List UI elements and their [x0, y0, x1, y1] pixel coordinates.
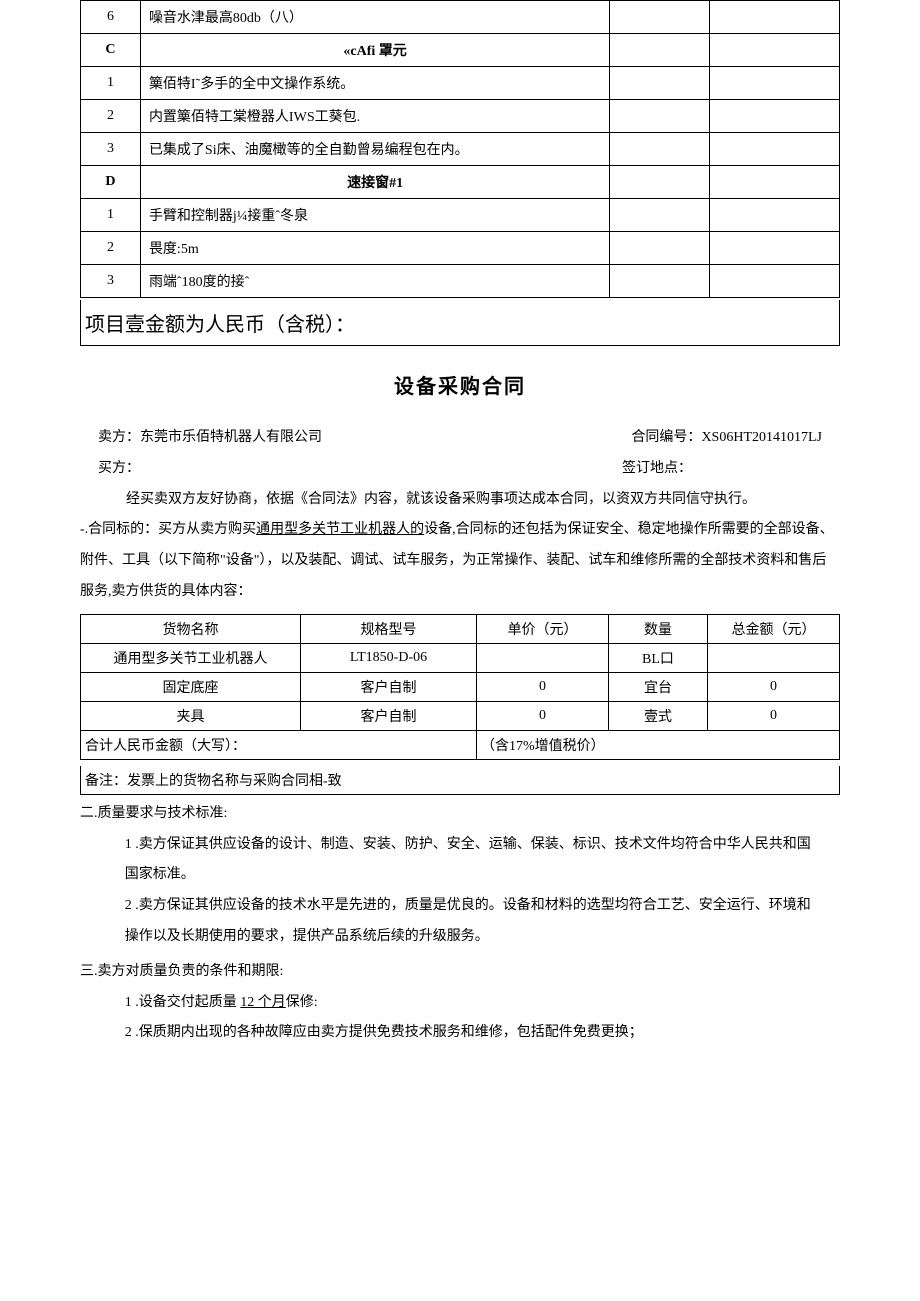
section3-item1-prefix: 1 .设备交付起质量 [125, 995, 241, 1010]
spec-table: 6噪音水津最高80db（八） C«cAfi 罩元 1篥佰特I˜多手的全中文操作系… [80, 0, 840, 298]
section-1: -.合同标的：买方从卖方购买通用型多关节工业机器人的设备,合同标的还包括为保证安… [80, 515, 840, 607]
goods-header-row: 货物名称 规格型号 单价（元） 数量 总金额（元） [81, 614, 840, 643]
spec-row: 3已集成了Si床、油魔橄等的全自勤曾易编程包在内。 [81, 133, 840, 166]
contract-no: 合同编号：XS06HT20141017LJ [631, 423, 822, 454]
spec-desc: 篥佰特I˜多手的全中文操作系统。 [140, 67, 609, 100]
goods-qty: BL口 [609, 643, 708, 672]
spec-desc: 噪音水津最高80db（八） [140, 1, 609, 34]
goods-total [708, 643, 840, 672]
goods-name: 通用型多关节工业机器人 [81, 643, 301, 672]
spec-c4 [710, 199, 840, 232]
goods-price [477, 643, 609, 672]
spec-idx: 2 [81, 100, 141, 133]
goods-row: 固定底座 客户自制 0 宜台 0 [81, 672, 840, 701]
project-amount-label: 项目壹金额为人民币（含税）： [80, 300, 840, 346]
spec-c4 [710, 166, 840, 199]
spec-c4 [710, 1, 840, 34]
spec-row: 1手臂和控制器j¼接重ˆ冬泉 [81, 199, 840, 232]
goods-note: 备注：发票上的货物名称与采购合同相-致 [80, 766, 840, 795]
spec-desc: 内置篥佰特工棠橙器人IWS工葵包. [140, 100, 609, 133]
goods-sum-label: 合计人民币金额（大写）： [81, 730, 477, 759]
sign-place-label: 签订地点： [622, 454, 692, 485]
spec-desc: 雨端ˆ180度的接ˆ [140, 265, 609, 298]
spec-row: 2畏度:5m [81, 232, 840, 265]
spec-c3 [610, 34, 710, 67]
spec-c3 [610, 1, 710, 34]
section1-prefix: -.合同标的：买方从卖方购买 [80, 522, 256, 537]
spec-c4 [710, 34, 840, 67]
spec-row: 2内置篥佰特工棠橙器人IWS工葵包. [81, 100, 840, 133]
spec-idx: 3 [81, 265, 141, 298]
spec-c3 [610, 67, 710, 100]
spec-c3 [610, 232, 710, 265]
contract-no-label: 合同编号： [631, 430, 701, 445]
spec-section-row: D速接窗#1 [81, 166, 840, 199]
spec-c3 [610, 199, 710, 232]
spec-c3 [610, 265, 710, 298]
section2-item: 1 .卖方保证其供应设备的设计、制造、安装、防护、安全、运输、保装、标识、技术文… [125, 830, 822, 892]
section-2-title: 二.质量要求与技术标准: [80, 799, 840, 830]
spec-desc: 已集成了Si床、油魔橄等的全自勤曾易编程包在内。 [140, 133, 609, 166]
buyer-row: 买方： 签订地点： [98, 454, 822, 485]
section1-underline: 通用型多关节工业机器人的 [256, 522, 424, 537]
section3-item: 2 .保质期内出现的各种故障应由卖方提供免费技术服务和维修，包括配件免费更换； [125, 1018, 822, 1049]
spec-section-idx: C [81, 34, 141, 67]
goods-price: 0 [477, 701, 609, 730]
spec-section-label: «cAfi 罩元 [140, 34, 609, 67]
goods-header-qty: 数量 [609, 614, 708, 643]
goods-total: 0 [708, 701, 840, 730]
spec-row: 6噪音水津最高80db（八） [81, 1, 840, 34]
goods-spec: LT1850-D-06 [301, 643, 477, 672]
spec-c3 [610, 133, 710, 166]
spec-c4 [710, 265, 840, 298]
spec-idx: 3 [81, 133, 141, 166]
spec-desc: 畏度:5m [140, 232, 609, 265]
goods-qty: 宜台 [609, 672, 708, 701]
goods-header-price: 单价（元） [477, 614, 609, 643]
spec-c3 [610, 100, 710, 133]
spec-c4 [710, 100, 840, 133]
goods-sum-note: （含17%增值税价） [477, 730, 840, 759]
spec-idx: 2 [81, 232, 141, 265]
goods-name: 固定底座 [81, 672, 301, 701]
goods-row: 夹具 客户自制 0 壹式 0 [81, 701, 840, 730]
goods-spec: 客户自制 [301, 672, 477, 701]
section2-item: 2 .卖方保证其供应设备的技术水平是先进的，质量是优良的。设备和材料的选型均符合… [125, 891, 822, 953]
section-3-title: 三.卖方对质量负责的条件和期限: [80, 957, 840, 988]
spec-section-label: 速接窗#1 [140, 166, 609, 199]
goods-sum-row: 合计人民币金额（大写）： （含17%增值税价） [81, 730, 840, 759]
spec-section-idx: D [81, 166, 141, 199]
spec-row: 3雨端ˆ180度的接ˆ [81, 265, 840, 298]
intro-text: 经买卖双方友好协商，依据《合同法》内容，就该设备采购事项达成本合同，以资双方共同… [98, 485, 822, 516]
contract-title: 设备采购合同 [80, 370, 840, 399]
seller-label: 卖方：东莞市乐佰特机器人有限公司 [98, 423, 322, 454]
spec-c4 [710, 133, 840, 166]
goods-total: 0 [708, 672, 840, 701]
section3-item1-suffix: 保修: [286, 995, 318, 1010]
goods-header-spec: 规格型号 [301, 614, 477, 643]
spec-desc: 手臂和控制器j¼接重ˆ冬泉 [140, 199, 609, 232]
spec-c4 [710, 232, 840, 265]
section3-item: 1 .设备交付起质量 12 个月保修: [125, 988, 822, 1019]
spec-row: 1篥佰特I˜多手的全中文操作系统。 [81, 67, 840, 100]
goods-row: 通用型多关节工业机器人 LT1850-D-06 BL口 [81, 643, 840, 672]
goods-name: 夹具 [81, 701, 301, 730]
spec-c4 [710, 67, 840, 100]
spec-c3 [610, 166, 710, 199]
contract-no-value: XS06HT20141017LJ [701, 430, 822, 445]
seller-row: 卖方：东莞市乐佰特机器人有限公司 合同编号：XS06HT20141017LJ [98, 423, 822, 454]
goods-qty: 壹式 [609, 701, 708, 730]
goods-price: 0 [477, 672, 609, 701]
spec-idx: 1 [81, 199, 141, 232]
section3-item1-underline: 12 个月 [240, 995, 286, 1010]
goods-header-name: 货物名称 [81, 614, 301, 643]
goods-header-total: 总金额（元） [708, 614, 840, 643]
buyer-label: 买方： [98, 454, 140, 485]
spec-idx: 1 [81, 67, 141, 100]
goods-spec: 客户自制 [301, 701, 477, 730]
spec-idx: 6 [81, 1, 141, 34]
goods-table: 货物名称 规格型号 单价（元） 数量 总金额（元） 通用型多关节工业机器人 LT… [80, 614, 840, 760]
spec-section-row: C«cAfi 罩元 [81, 34, 840, 67]
